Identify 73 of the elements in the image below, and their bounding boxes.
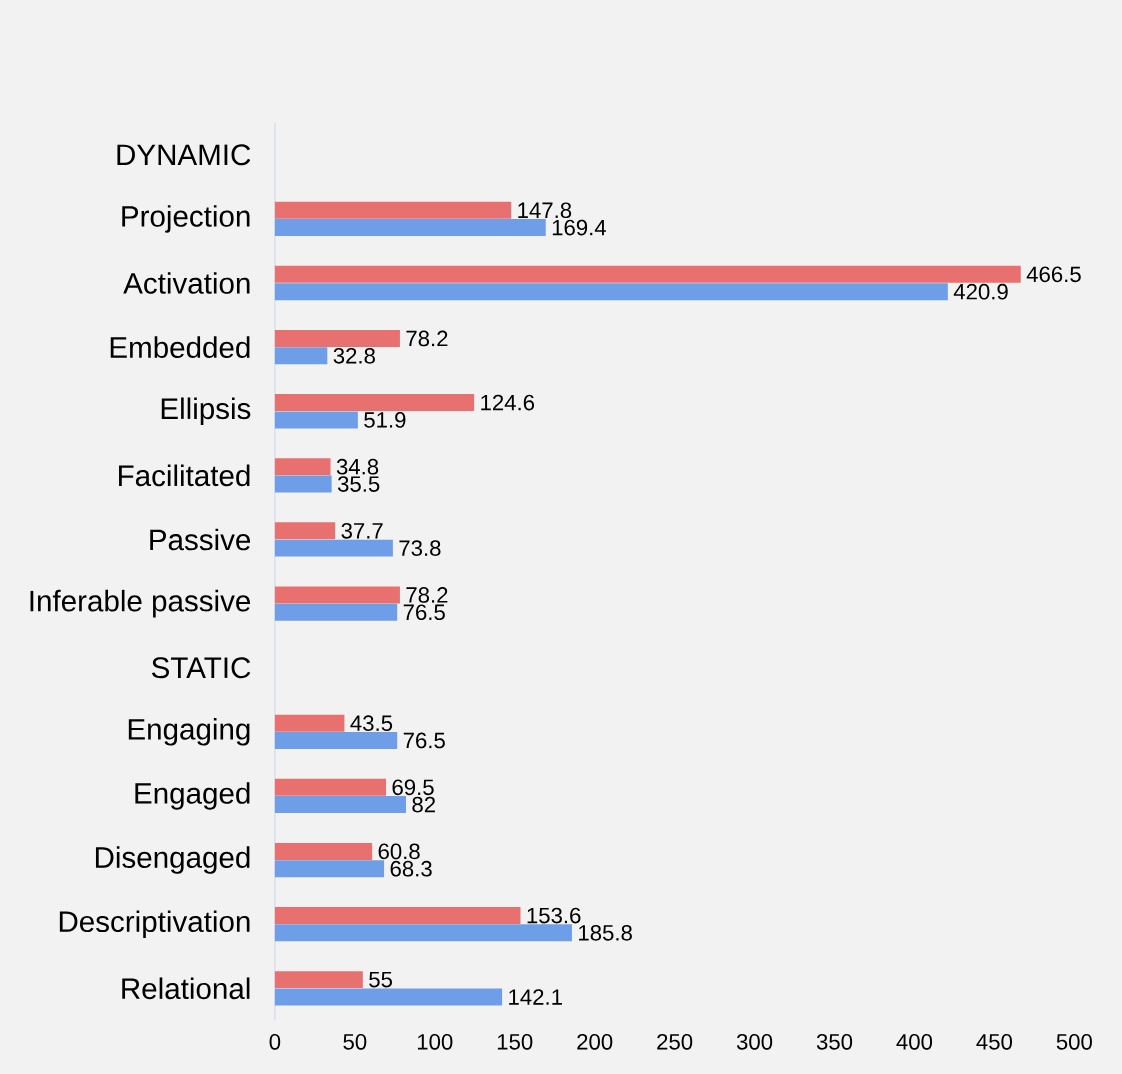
data-label: 55 [369, 971, 392, 988]
x-tick-label: 0 [269, 1033, 281, 1050]
bar [274, 778, 387, 796]
y-tick-label: Passive [150, 528, 251, 551]
bar [274, 539, 393, 557]
y-tick-label: Ellipsis [161, 397, 251, 425]
y-tick-label: Embedded [110, 336, 250, 358]
data-label: 142.1 [509, 989, 562, 1005]
y-tick-label: Activation [123, 272, 250, 294]
bar [274, 970, 363, 988]
data-label: 35.5 [337, 475, 380, 492]
data-label: 34.8 [336, 458, 379, 475]
x-tick-label: 200 [577, 1033, 613, 1050]
data-label: 147.8 [518, 202, 572, 218]
x-tick-label: 250 [657, 1033, 693, 1050]
data-label: 185.8 [579, 924, 632, 941]
bar [274, 218, 546, 236]
bar [274, 603, 398, 621]
data-label: 73.8 [399, 540, 441, 556]
y-tick-label: Engaging [128, 717, 250, 746]
bar [274, 201, 512, 219]
data-label: 78.2 [406, 586, 448, 603]
data-label: 60.8 [378, 843, 420, 860]
data-label: 420.9 [953, 283, 1008, 300]
bar [274, 458, 331, 476]
bar [274, 411, 358, 429]
data-label: 32.8 [333, 347, 375, 364]
bar [274, 731, 398, 749]
data-label: 69.5 [392, 779, 434, 795]
data-label: 82 [412, 796, 435, 813]
bar [274, 347, 328, 365]
x-tick-label: 100 [417, 1033, 453, 1050]
bar [274, 924, 572, 942]
y-tick-label: Descriptivation [59, 910, 250, 938]
x-tick-label: 500 [1056, 1033, 1092, 1050]
y-tick-label: DYNAMIC [117, 144, 251, 166]
data-label: 76.5 [403, 604, 445, 620]
x-tick-label: 300 [736, 1033, 773, 1050]
y-tick-label: STATIC [151, 657, 251, 678]
bar [274, 795, 406, 813]
bar [274, 475, 332, 493]
y-tick-label: Inferable passive [30, 589, 250, 618]
data-label: 76.5 [403, 732, 445, 749]
data-label: 124.6 [481, 394, 535, 411]
data-label: 43.5 [350, 715, 393, 731]
bar [274, 329, 400, 347]
y-tick-label: Relational [122, 977, 250, 999]
bar [274, 860, 385, 878]
bar [274, 906, 521, 924]
y-tick-label: Disengaged [95, 846, 250, 874]
y-tick-label: Facilitated [119, 464, 250, 487]
bar [274, 283, 948, 300]
data-label: 466.5 [1026, 266, 1081, 283]
bar [274, 522, 336, 540]
x-tick-label: 400 [896, 1033, 933, 1050]
data-label: 37.7 [341, 522, 383, 539]
data-label: 51.9 [364, 411, 406, 428]
data-label: 169.4 [552, 219, 606, 236]
data-label: 68.3 [390, 860, 432, 877]
bar [274, 586, 400, 604]
x-tick-label: 350 [816, 1033, 853, 1050]
bar [274, 988, 503, 1006]
x-tick-label: 150 [497, 1033, 533, 1050]
x-tick-label: 50 [343, 1033, 367, 1050]
y-tick-label: Engaged [135, 782, 250, 810]
bar [274, 842, 373, 860]
y-tick-label: Projection [122, 204, 250, 233]
data-label: 78.2 [406, 330, 448, 347]
bar [274, 714, 345, 732]
x-tick-label: 450 [976, 1033, 1013, 1050]
bar [274, 393, 475, 411]
data-label: 153.6 [527, 907, 581, 924]
bar [274, 265, 1021, 283]
